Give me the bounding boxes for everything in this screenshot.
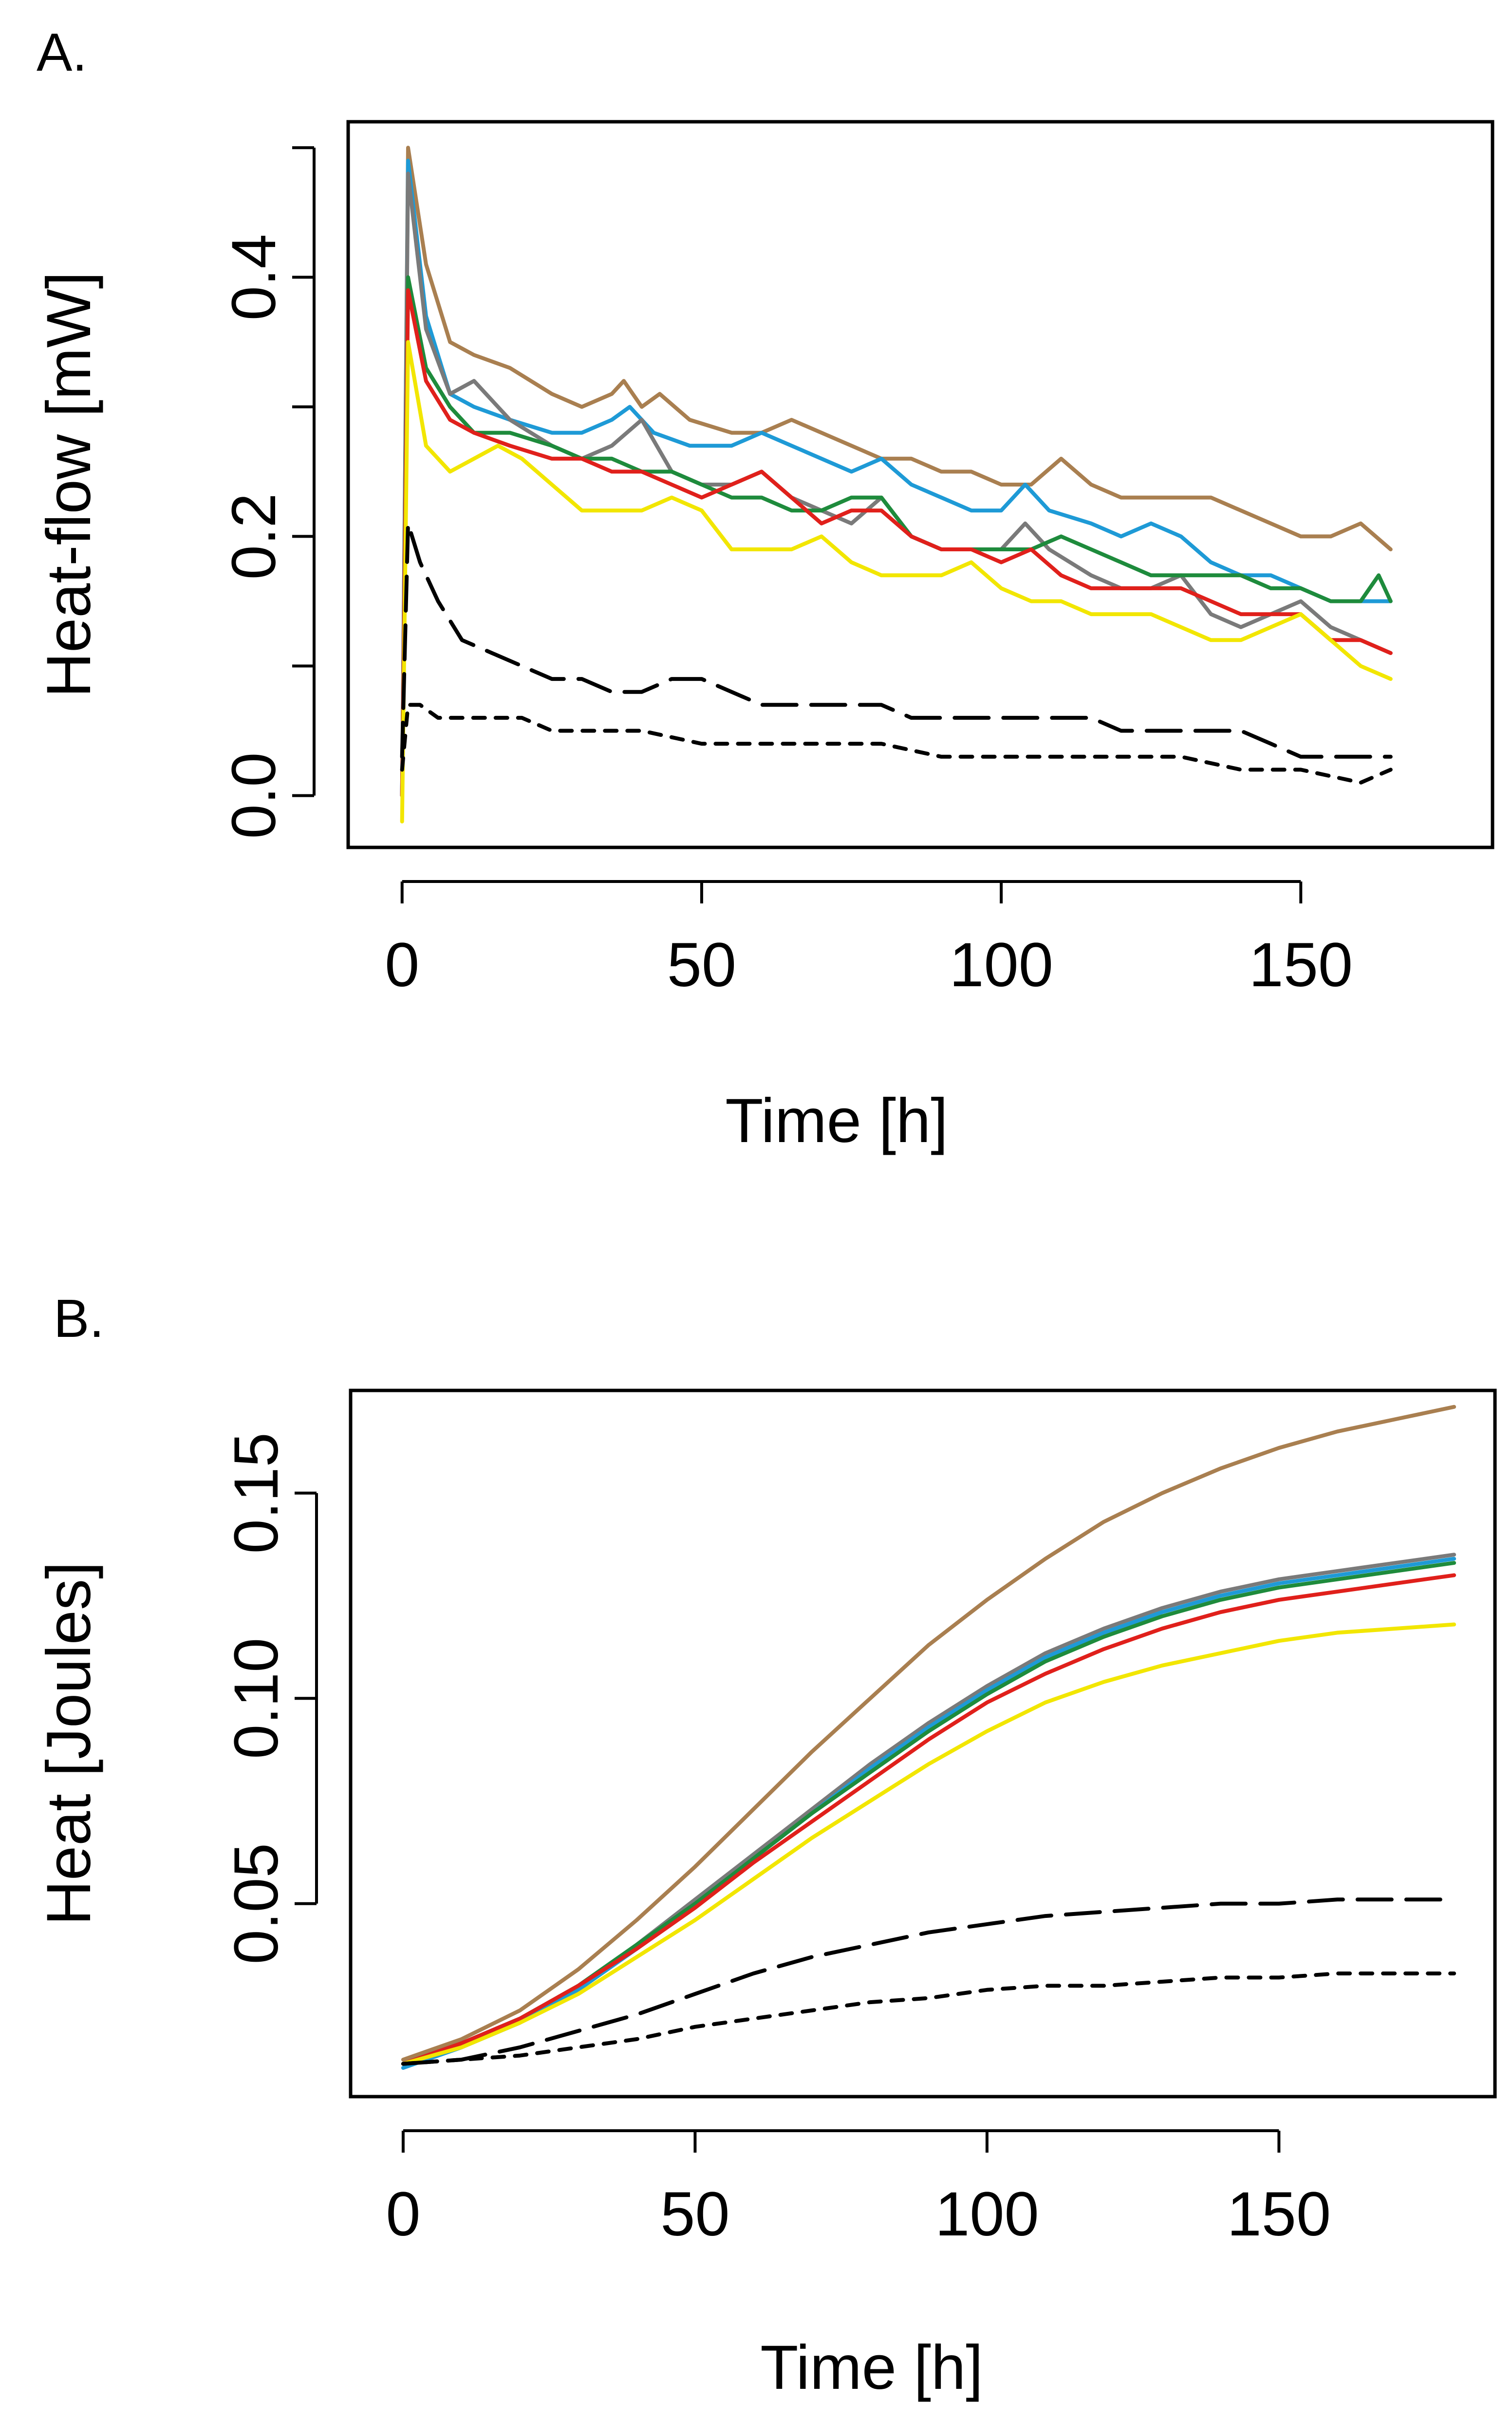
panel-b-y-tick-label: 0.15	[222, 1432, 291, 1554]
panel-b-x-axis-title: Time [h]	[760, 2333, 983, 2402]
panel-b-x-tick-label: 50	[660, 2179, 729, 2249]
panel-b-series-brown	[401, 1405, 1456, 2062]
panel-a-series-yellow	[400, 340, 1393, 824]
panel-a-y-tick-label: 0.4	[219, 234, 289, 320]
panel-a-x-tick-label: 150	[1249, 930, 1353, 1000]
panel-b-series-yellow	[401, 1622, 1456, 2066]
panel-a-series-black-short-dash	[400, 703, 1393, 785]
panel-a-axes: 0 50 100 150 0.0 0.2 0.4	[219, 146, 1353, 1000]
panel-a-series-blue	[400, 158, 1393, 798]
panel-b-x-tick-label: 0	[386, 2179, 420, 2249]
panel-b-y-axis-title: Heat [Joules]	[34, 1561, 104, 1925]
panel-a-y-tick-label: 0.0	[219, 752, 289, 839]
panel-a-series-green	[400, 275, 1393, 798]
panel-b-x-tick-label: 150	[1227, 2179, 1331, 2249]
panel-b-y-tick-label: 0.05	[222, 1843, 291, 1964]
panel-a-y-axis-title: Heat-flow [mW]	[34, 272, 104, 698]
panel-a: A. 0 50 100 150 0.0 0.2 0.4 Time [h] Heat-flow…	[34, 22, 1494, 1156]
panel-b-series-red	[401, 1573, 1456, 2066]
panel-a-series-brown	[400, 146, 1393, 798]
panel-a-x-tick-label: 0	[385, 930, 419, 1000]
panel-b-axes: 0 50 100 150 0.05 0.10 0.15	[222, 1432, 1331, 2249]
panel-a-series-red	[400, 288, 1393, 798]
panel-b-series-layer	[401, 1405, 1456, 2070]
panel-b-y-tick-label: 0.10	[222, 1638, 291, 1759]
panel-a-x-tick-label: 100	[949, 930, 1053, 1000]
panel-a-x-tick-label: 50	[667, 930, 736, 1000]
panel-b-plot-frame	[349, 1388, 1497, 2099]
panel-a-plot-frame	[346, 120, 1494, 849]
panel-a-series-black-long-dash	[400, 521, 1393, 759]
panel-b-series-black-long-dash	[401, 1897, 1456, 2066]
panel-b: B. 0 50 100 150 0.05 0.10 0.15 Time [h] Heat […	[34, 1289, 1497, 2402]
panel-a-label: A.	[37, 22, 87, 82]
panel-b-series-black-short-dash	[401, 1971, 1456, 2066]
panel-a-series-layer	[400, 146, 1393, 824]
panel-b-series-blue	[401, 1557, 1456, 2070]
panel-b-label: B.	[54, 1289, 104, 1349]
panel-b-x-tick-label: 100	[935, 2179, 1039, 2249]
panel-a-x-axis-title: Time [h]	[725, 1086, 948, 1156]
panel-a-y-tick-label: 0.2	[219, 493, 289, 580]
